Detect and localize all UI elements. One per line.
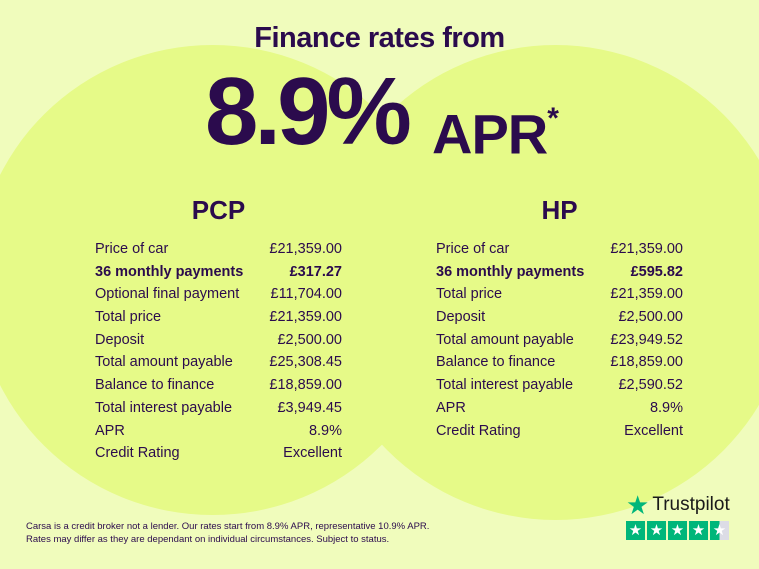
background-circle-right	[318, 45, 759, 520]
row-label: Price of car	[95, 241, 169, 257]
row-value: £21,359.00	[610, 241, 683, 257]
row-value: £21,359.00	[269, 309, 342, 326]
table-row: Total interest payable £2,590.52	[436, 374, 683, 397]
table-row: Total interest payable £3,949.45	[95, 397, 342, 420]
row-value: £11,704.00	[270, 286, 343, 303]
row-label: Total interest payable	[95, 399, 233, 416]
table-row: Optional final payment £11,704.00	[95, 283, 342, 306]
trustpilot-name: Trustpilot	[652, 494, 730, 515]
row-value: £23,949.52	[610, 331, 683, 348]
row-label: Total amount payable	[436, 331, 574, 348]
table-row: Total amount payable £23,949.52	[436, 329, 683, 352]
row-label: 36 monthly payments	[95, 263, 244, 280]
star-icon: ★	[626, 521, 645, 540]
row-value: Excellent	[624, 422, 683, 439]
row-label: Total amount payable	[95, 354, 233, 371]
table-row: 36 monthly payments £595.82	[436, 261, 683, 284]
table-row: Credit Rating Excellent	[95, 442, 342, 465]
row-value: £317.27	[289, 263, 342, 280]
pcp-title: PCP	[191, 195, 246, 225]
disclaimer-line-1: Carsa is a credit broker not a lender. O…	[26, 521, 430, 532]
hp-table: HP Price of car £21,359.00 36 monthly paym…	[436, 195, 683, 442]
row-label: Balance to finance	[436, 354, 556, 371]
apr-text: APR	[432, 102, 548, 166]
disclaimer: Carsa is a credit broker not a lender. O…	[26, 520, 429, 546]
row-label: Credit Rating	[95, 445, 180, 462]
table-row: Price of car £21,359.00	[95, 238, 342, 261]
table-row: Balance to finance £18,859.00	[436, 351, 683, 374]
table-row: APR 8.9%	[95, 420, 342, 443]
star-icon: ★	[668, 521, 687, 540]
star-icon: ★	[689, 521, 708, 540]
row-value: £21,359.00	[610, 286, 683, 303]
row-value: £2,500.00	[618, 309, 683, 326]
asterisk: *	[547, 102, 559, 135]
table-row: Credit Rating Excellent	[436, 420, 683, 443]
hp-title: HP	[541, 195, 578, 225]
row-value: Excellent	[283, 445, 342, 462]
row-label: Balance to finance	[95, 377, 215, 394]
row-value: £25,308.45	[269, 354, 342, 371]
table-row: Total price £21,359.00	[436, 283, 683, 306]
row-label: Credit Rating	[436, 422, 521, 439]
row-value: £18,859.00	[610, 354, 683, 371]
headline: Finance rates from	[254, 22, 505, 54]
row-label: Total price	[95, 309, 162, 326]
row-value: £2,500.00	[277, 331, 342, 348]
row-label: Price of car	[436, 241, 510, 257]
table-row: Deposit £2,500.00	[436, 306, 683, 329]
row-value: £3,949.45	[277, 399, 342, 416]
table-row: 36 monthly payments £317.27	[95, 261, 342, 284]
table-row: Deposit £2,500.00	[95, 329, 342, 352]
row-value: 8.9%	[308, 422, 342, 439]
apr-label: APR*	[432, 95, 559, 166]
row-value: £18,859.00	[269, 377, 342, 394]
row-label: Total price	[436, 286, 503, 303]
row-label: Deposit	[95, 331, 145, 348]
trustpilot-stars: ★ ★ ★ ★ ★	[626, 521, 730, 540]
row-value: 8.9%	[649, 399, 683, 416]
row-label: Total interest payable	[436, 377, 574, 394]
table-row: APR 8.9%	[436, 397, 683, 420]
row-value: £21,359.00	[269, 241, 342, 257]
trustpilot-badge[interactable]: ★ Trustpilot ★ ★ ★ ★ ★	[626, 490, 730, 540]
row-value: £595.82	[630, 263, 683, 280]
row-label: 36 monthly payments	[436, 263, 585, 280]
star-icon: ★	[710, 521, 729, 540]
table-row: Price of car £21,359.00	[436, 238, 683, 261]
rate-value: 8.9%	[205, 58, 412, 165]
row-label: APR	[95, 422, 125, 439]
star-icon: ★	[647, 521, 666, 540]
pcp-table: PCP Price of car £21,359.00 36 monthly pay…	[95, 195, 342, 465]
table-row: Total price £21,359.00	[95, 306, 342, 329]
table-row: Balance to finance £18,859.00	[95, 374, 342, 397]
row-label: Optional final payment	[95, 286, 240, 303]
star-icon: ★	[626, 490, 650, 520]
row-value: £2,590.52	[618, 377, 683, 394]
row-label: Deposit	[436, 309, 486, 326]
disclaimer-line-2: Rates may differ as they are dependant o…	[26, 534, 390, 545]
table-row: Total amount payable £25,308.45	[95, 351, 342, 374]
row-label: APR	[436, 399, 466, 416]
